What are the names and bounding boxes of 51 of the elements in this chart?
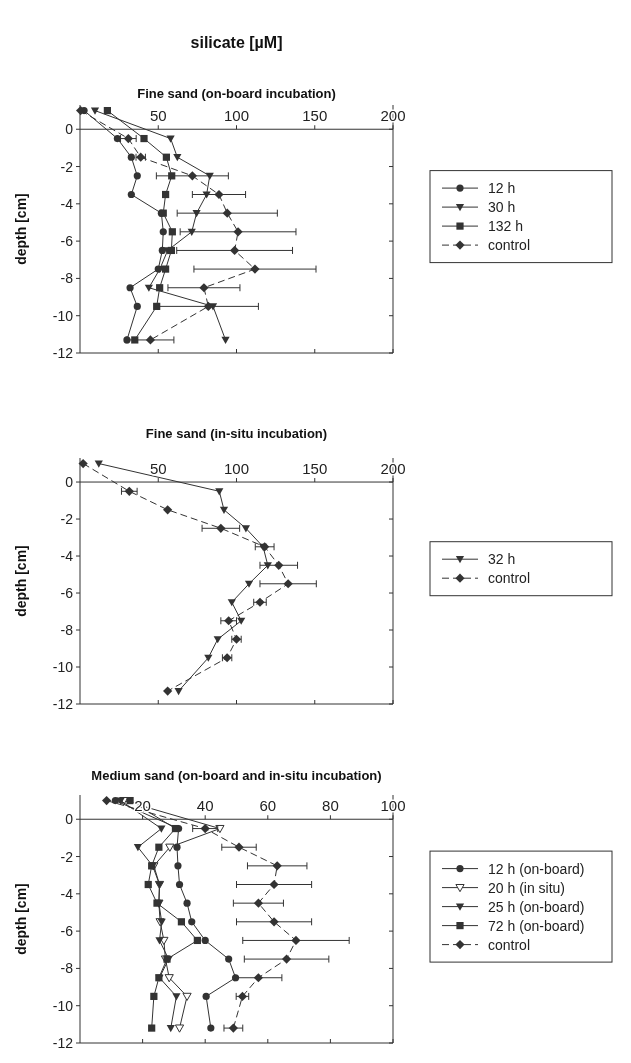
y-tick-label: 0 bbox=[65, 474, 74, 491]
y-tick-label: -4 bbox=[60, 548, 74, 565]
y-tick-label: -10 bbox=[52, 307, 74, 324]
x-tick-label: 150 bbox=[302, 460, 328, 478]
x-tick-label: 150 bbox=[302, 107, 328, 125]
y-tick-label: -6 bbox=[60, 923, 74, 940]
legend-label: control bbox=[488, 570, 531, 587]
y-tick-label: -6 bbox=[60, 233, 74, 250]
y-tick-label: 0 bbox=[65, 121, 74, 138]
x-tick-label: 200 bbox=[380, 107, 406, 125]
y-tick-label: -2 bbox=[60, 158, 74, 175]
y-tick-label: -2 bbox=[60, 511, 74, 528]
chart-title: Medium sand (on-board and in-situ incubation) bbox=[91, 768, 382, 783]
legend-label: 72 h (on-board) bbox=[488, 917, 585, 934]
x-tick-label: 50 bbox=[149, 107, 167, 125]
y-tick-label: -10 bbox=[52, 997, 74, 1014]
x-tick-label: 100 bbox=[223, 460, 250, 478]
x-axis-title: silicate [µM] bbox=[190, 34, 283, 51]
x-tick-label: 50 bbox=[149, 460, 167, 478]
chart-title: Fine sand (in-situ incubation) bbox=[145, 426, 328, 441]
y-tick-label: -8 bbox=[60, 960, 74, 977]
y-axis-title: depth [cm] bbox=[13, 193, 29, 265]
y-tick-label: -8 bbox=[60, 270, 74, 287]
legend-label: 12 h bbox=[488, 180, 516, 197]
x-tick-label: 60 bbox=[259, 797, 277, 815]
x-tick-label: 200 bbox=[380, 460, 406, 478]
y-tick-label: -12 bbox=[52, 1035, 74, 1051]
legend-label: 30 h bbox=[488, 199, 516, 216]
y-tick-label: -4 bbox=[60, 195, 74, 212]
legend-label: 132 h bbox=[488, 218, 524, 235]
legend-label: 25 h (on-board) bbox=[488, 898, 585, 915]
y-tick-label: -6 bbox=[60, 585, 74, 602]
legend-label: 32 h bbox=[488, 551, 516, 568]
y-tick-label: -12 bbox=[52, 696, 74, 712]
legend-label: control bbox=[488, 237, 531, 254]
y-tick-label: -10 bbox=[52, 659, 74, 676]
legend-label: 12 h (on-board) bbox=[488, 860, 585, 877]
y-axis-title: depth [cm] bbox=[13, 883, 29, 955]
y-tick-label: 0 bbox=[65, 811, 74, 828]
chart-title: Fine sand (on-board incubation) bbox=[137, 86, 336, 101]
y-tick-label: -8 bbox=[60, 622, 74, 639]
legend-label: 20 h (in situ) bbox=[488, 879, 566, 896]
y-tick-label: -2 bbox=[60, 848, 74, 865]
y-axis-title: depth [cm] bbox=[13, 545, 29, 617]
legend-label: control bbox=[488, 936, 531, 953]
x-tick-label: 100 bbox=[380, 797, 406, 815]
y-tick-label: -4 bbox=[60, 885, 74, 902]
x-tick-label: 100 bbox=[223, 107, 250, 125]
x-tick-label: 80 bbox=[322, 797, 339, 815]
y-tick-label: -12 bbox=[52, 345, 74, 361]
x-tick-label: 40 bbox=[196, 797, 214, 815]
